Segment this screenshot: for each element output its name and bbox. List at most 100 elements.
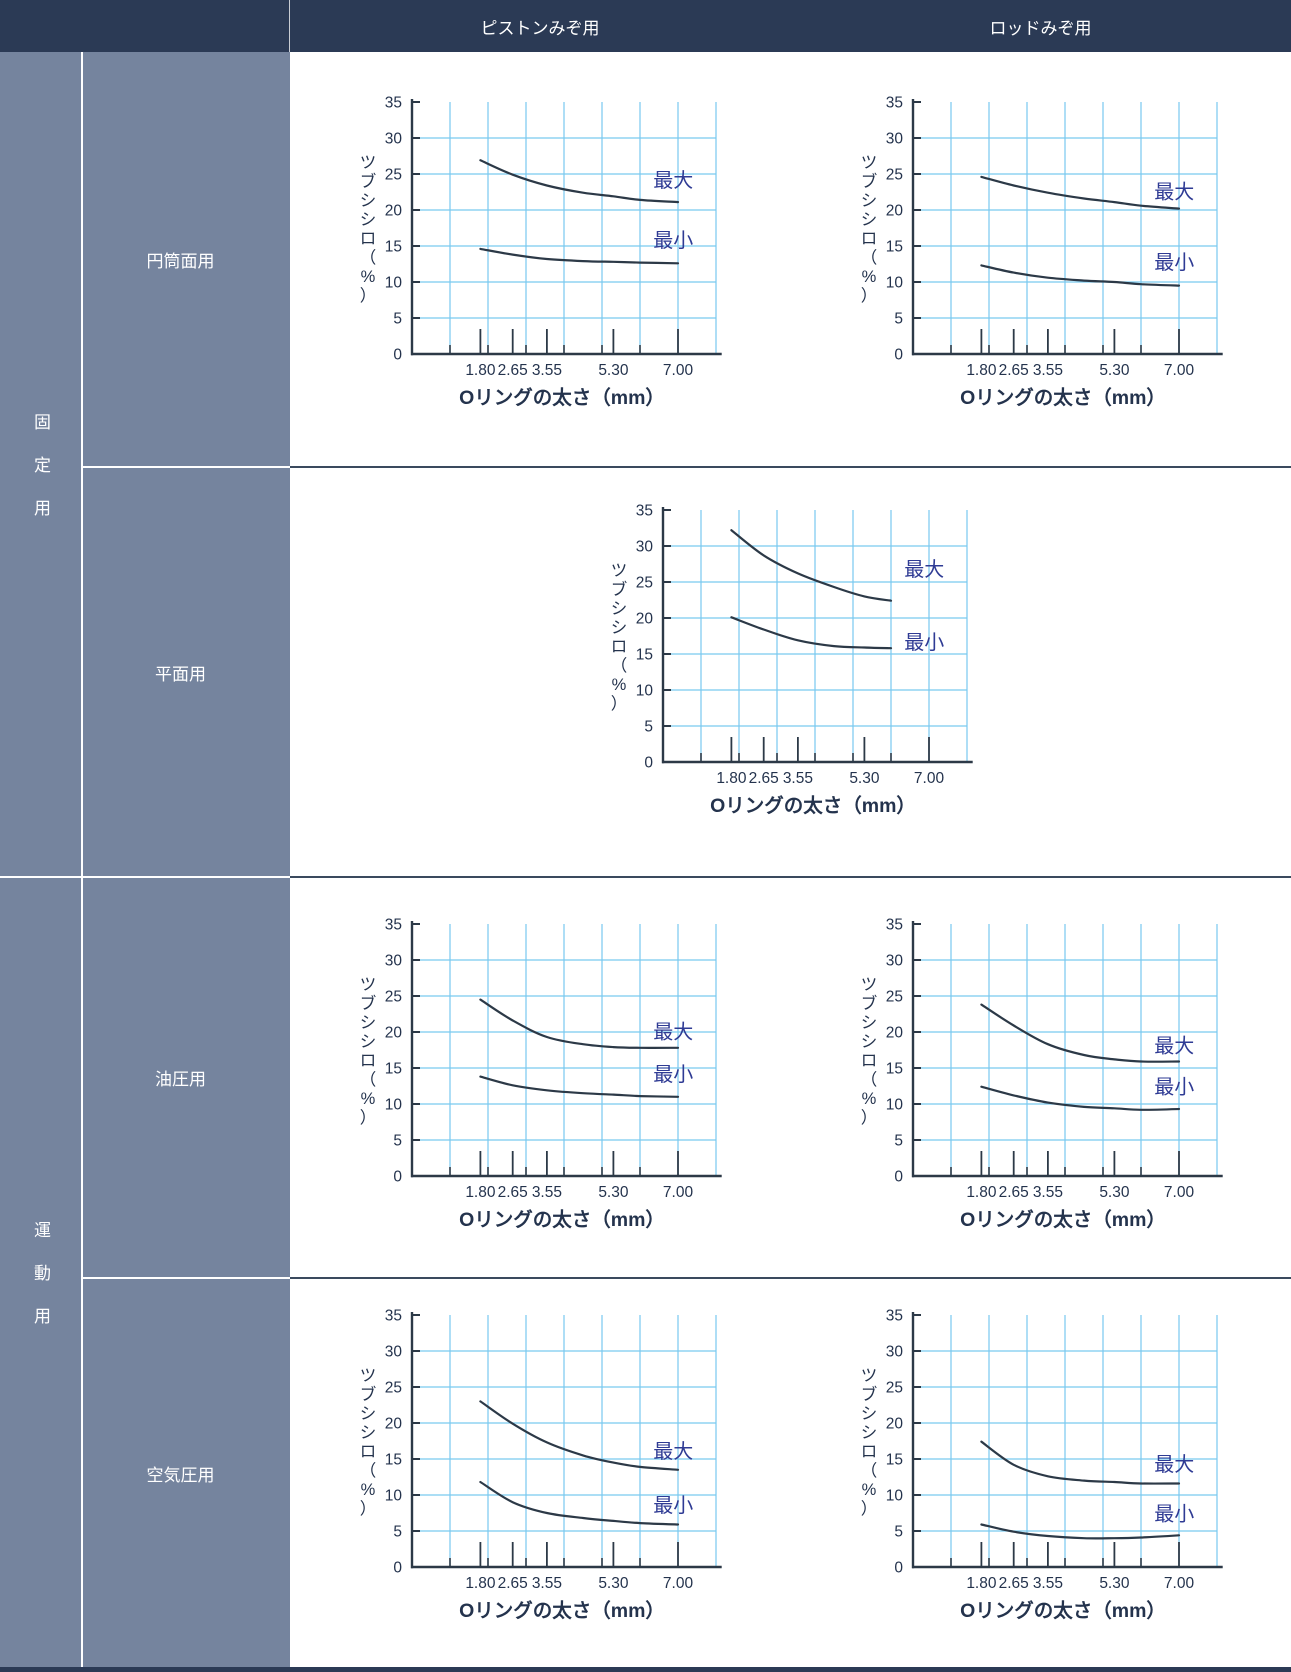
grid [912, 924, 1218, 1176]
x-axis-title: Oリングの太さ（mm） [459, 1599, 665, 1622]
series-max-line [980, 175, 1180, 210]
y-tick-label: 25 [385, 1380, 402, 1397]
x-tick-labels: 1.80 2.65 3.55 5.30 7.00 [966, 1184, 1194, 1201]
y-tick-label: 10 [385, 1097, 403, 1114]
y-tick-label: 35 [635, 503, 652, 520]
y-tick-label: 35 [886, 95, 903, 112]
x-axis-title: Oリングの太さ（mm） [960, 1208, 1166, 1231]
x-tick-label: 1.80 [716, 770, 747, 787]
y-tick-label: 10 [635, 683, 653, 700]
x-tick-label: 3.55 [1033, 1184, 1063, 1201]
series-min-line [980, 264, 1180, 287]
grid [912, 102, 1218, 354]
series-max-label: 最大 [1154, 1035, 1194, 1058]
chart-row-cylindrical: 0 5 10 15 20 25 30 35 1.80 2.65 3.55 5.30 7.00 ツブシシロ（… [290, 52, 1291, 466]
series-min-line [980, 1523, 1180, 1540]
y-tick-label: 10 [886, 275, 904, 292]
x-tick-labels: 1.80 2.65 3.55 5.30 7.00 [716, 770, 944, 787]
x-axis-title: Oリングの太さ（mm） [960, 386, 1166, 409]
y-tick-label: 30 [635, 539, 653, 556]
series-max-label: 最大 [654, 1440, 694, 1463]
y-tick-label: 25 [385, 989, 402, 1006]
y-tick-label: 10 [385, 1488, 403, 1505]
y-tick-label: 25 [886, 167, 903, 184]
y-axis-title: ツブシシロ（%） [360, 1367, 377, 1518]
y-tick-label: 20 [886, 203, 904, 220]
x-tick-label: 3.55 [532, 1184, 562, 1201]
x-tick-label: 7.00 [663, 1575, 694, 1592]
y-axis-title: ツブシシロ（%） [360, 976, 377, 1127]
y-tick-label: 15 [635, 647, 652, 664]
y-tick-label: 5 [394, 1524, 403, 1541]
y-tick-label: 30 [886, 953, 904, 970]
x-tick-label: 2.65 [498, 1575, 528, 1592]
series-max-line [980, 1003, 1180, 1063]
column-header-rod-groove: ロッドみぞ用 [989, 18, 1092, 38]
y-tick-labels: 0 5 10 15 20 25 30 35 [385, 95, 403, 364]
y-tick-label: 0 [894, 347, 903, 364]
y-tick-label: 5 [644, 719, 653, 736]
x-tick-label: 7.00 [663, 362, 694, 379]
x-tick-label: 1.80 [466, 1575, 497, 1592]
chart-slot: 0 5 10 15 20 25 30 35 1.80 2.65 3.55 5.30 7.00 ツブシシロ（… [851, 1299, 1231, 1635]
y-tick-label: 35 [886, 917, 903, 934]
y-tick-labels: 0 5 10 15 20 25 30 35 [385, 917, 403, 1186]
x-tick-label: 1.80 [966, 1575, 997, 1592]
x-axis-title: Oリングの太さ（mm） [960, 1599, 1166, 1622]
x-tick-labels: 1.80 2.65 3.55 5.30 7.00 [966, 1575, 1194, 1592]
series-max-label: 最大 [1154, 180, 1194, 203]
series-max-line [980, 1440, 1180, 1485]
bottom-border-bar [0, 1667, 1291, 1672]
grid [412, 102, 717, 354]
y-tick-label: 30 [886, 1344, 904, 1361]
y-axis-title: ツブシシロ（%） [360, 154, 377, 305]
y-tick-label: 0 [644, 755, 653, 772]
y-tick-label: 35 [385, 95, 402, 112]
chart-motion-hydraulic-rod: 0 5 10 15 20 25 30 35 1.80 2.65 3.55 5.30 7.00 ツブシシロ（… [861, 917, 1223, 1231]
row-label-cylindrical-surface: 円筒面用 [83, 52, 290, 466]
y-tick-label: 25 [886, 989, 903, 1006]
chart-slot: 0 5 10 15 20 25 30 35 1.80 2.65 3.55 5.30 7.00 ツブシシロ（… [350, 908, 730, 1244]
y-tick-label: 30 [886, 131, 904, 148]
y-tick-label: 5 [894, 1524, 903, 1541]
x-tick-label: 7.00 [1164, 1184, 1195, 1201]
y-tick-label: 0 [894, 1169, 903, 1186]
x-tick-label: 2.65 [498, 1184, 528, 1201]
y-tick-label: 15 [385, 1061, 402, 1078]
y-tick-label: 5 [894, 311, 903, 328]
y-tick-label: 20 [886, 1025, 904, 1042]
series-max-label: 最大 [1154, 1453, 1194, 1476]
y-axis-title: ツブシシロ（%） [861, 976, 878, 1127]
y-tick-labels: 0 5 10 15 20 25 30 35 [385, 1308, 403, 1577]
grid [412, 924, 717, 1176]
x-tick-label: 1.80 [466, 362, 497, 379]
row-label-hydraulic: 油圧用 [83, 876, 290, 1277]
row-group-fixed-use: 固定用 [0, 52, 83, 876]
x-axis-title: Oリングの太さ（mm） [710, 794, 916, 817]
series-min-line [980, 1085, 1180, 1111]
x-tick-labels: 1.80 2.65 3.55 5.30 7.00 [966, 362, 1194, 379]
x-tick-label: 2.65 [998, 1575, 1028, 1592]
series-min-line [479, 1480, 680, 1526]
y-tick-labels: 0 5 10 15 20 25 30 35 [635, 503, 653, 772]
y-tick-label: 20 [385, 203, 403, 220]
y-tick-label: 5 [394, 1133, 403, 1150]
series-max-line [729, 529, 892, 602]
chart-motion-pneumatic-piston: 0 5 10 15 20 25 30 35 1.80 2.65 3.55 5.30 7.00 ツブシシロ（… [360, 1308, 722, 1622]
x-tick-labels: 1.80 2.65 3.55 5.30 7.00 [466, 1184, 694, 1201]
x-tick-label: 2.65 [998, 1184, 1028, 1201]
chart-slot: 0 5 10 15 20 25 30 35 1.80 2.65 3.55 5.30 7.00 ツブシシロ（… [851, 908, 1231, 1244]
series-min-line [479, 1075, 680, 1098]
series-min-label: 最小 [654, 1063, 694, 1086]
row-group-label: 運動用 [31, 1221, 50, 1350]
series-max-line [479, 1400, 680, 1471]
y-tick-label: 35 [385, 917, 402, 934]
y-tick-label: 0 [894, 1560, 903, 1577]
x-tick-label: 3.55 [532, 1575, 562, 1592]
x-tick-label: 7.00 [1164, 362, 1195, 379]
y-tick-label: 20 [385, 1416, 403, 1433]
y-tick-label: 30 [385, 953, 403, 970]
series-min-line [729, 616, 892, 650]
y-tick-label: 25 [886, 1380, 903, 1397]
